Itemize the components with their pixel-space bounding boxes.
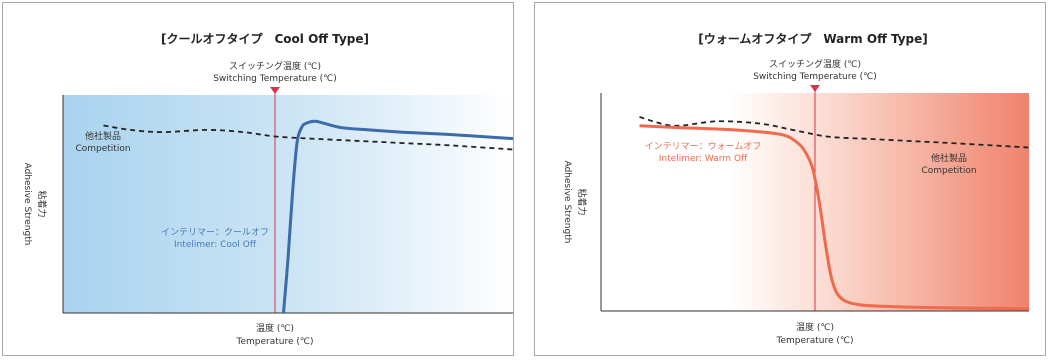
competition-label-en: Competition <box>921 166 976 176</box>
competition-label-en: Competition <box>75 144 130 154</box>
competition-dashed-line <box>639 116 1030 149</box>
switching-label-ja: スイッチング温度 (℃) <box>769 58 861 70</box>
switching-temperature-marker <box>810 85 820 92</box>
warm-off-chart-panel: [ウォームオフタイプ Warm Off Type] スイッチング温度 (℃) S… <box>534 2 1046 356</box>
x-axis-label-ja: 温度 (℃) <box>256 322 294 334</box>
intelimer-label-en: Intelimer: Warm Off <box>659 154 748 164</box>
intelimer-cool-off-line <box>282 119 513 314</box>
x-axis-label-ja: 温度 (℃) <box>796 321 834 333</box>
switching-label-en: Switching Temperature (℃) <box>213 74 337 84</box>
y-axis-label-en: Adhesive Strength <box>562 161 572 244</box>
x-axis-label-en: Temperature (℃) <box>775 336 853 346</box>
switching-temperature-marker <box>270 87 280 94</box>
competition-label-ja: 他社製品 <box>85 130 121 142</box>
intelimer-label-en: Intelimer: Cool Off <box>174 240 257 250</box>
switching-label-en: Switching Temperature (℃) <box>753 72 877 82</box>
warm-off-chart: [ウォームオフタイプ Warm Off Type] スイッチング温度 (℃) S… <box>562 31 1030 346</box>
cool-off-chart: [クールオフタイプ Cool Off Type] スイッチング温度 (℃) Sw… <box>22 31 513 347</box>
x-axis-label-en: Temperature (℃) <box>235 337 313 347</box>
chart-title: [ウォームオフタイプ Warm Off Type] <box>698 31 928 46</box>
competition-label-ja: 他社製品 <box>931 152 967 164</box>
intelimer-label-ja: インテリマー：クールオフ <box>161 227 269 238</box>
cool-off-chart-panel: [クールオフタイプ Cool Off Type] スイッチング温度 (℃) Sw… <box>2 2 514 356</box>
competition-dashed-line <box>103 124 513 151</box>
y-axis-label-en: Adhesive Strength <box>22 163 32 246</box>
switching-label-ja: スイッチング温度 (℃) <box>229 60 321 72</box>
y-axis-label-ja: 粘着力 <box>36 190 48 217</box>
intelimer-label-ja: インテリマー：ウォームオフ <box>645 141 762 152</box>
intelimer-warm-off-line <box>639 124 1030 311</box>
chart-title: [クールオフタイプ Cool Off Type] <box>161 31 369 46</box>
y-axis-label-ja: 粘着力 <box>576 188 588 215</box>
cool-background-region <box>63 95 513 313</box>
